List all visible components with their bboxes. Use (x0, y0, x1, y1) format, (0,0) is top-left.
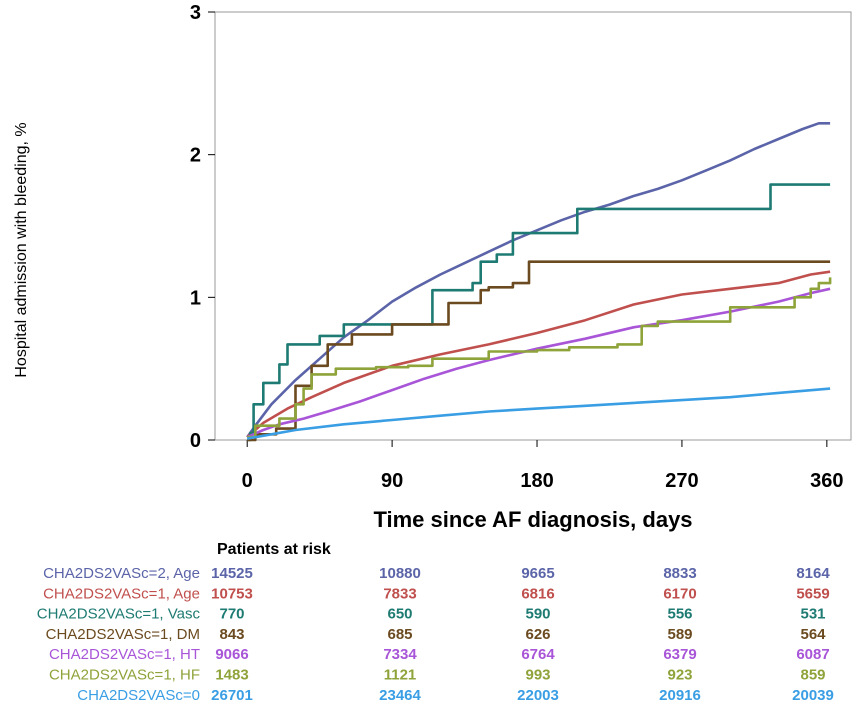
series-line-7 (246, 387, 831, 440)
risk-row-label: CHA2DS2VASc=1, Age (43, 585, 200, 602)
risk-row-label: CHA2DS2VASc=1, Vasc (37, 606, 201, 623)
x-axis-title: Time since AF diagnosis, days (373, 507, 692, 532)
risk-value: 859 (800, 667, 825, 684)
risk-value: 923 (667, 667, 692, 684)
x-axis: 0 90 180 270 360 (242, 440, 844, 492)
risk-value: 6170 (663, 585, 696, 602)
series-line-4 (247, 260, 831, 442)
risk-row-label: CHA2DS2VASc=2, Age (43, 565, 200, 582)
series-line-1 (246, 122, 831, 438)
risk-value: 770 (219, 606, 244, 623)
risk-value: 531 (800, 606, 825, 623)
y-tick-label: 2 (190, 145, 201, 167)
risk-row-label: CHA2DS2VASc=0 (77, 687, 200, 704)
x-tick-label: 0 (242, 470, 253, 492)
risk-value: 8164 (796, 565, 830, 582)
y-tick-label: 1 (190, 287, 201, 309)
plot-frame (214, 11, 852, 441)
series-layer (246, 122, 832, 442)
risk-value: 1483 (215, 667, 248, 684)
risk-value: 650 (387, 606, 412, 623)
series-line-5 (246, 287, 831, 439)
risk-value: 9665 (521, 565, 554, 582)
x-tick-label: 360 (810, 470, 843, 492)
risk-value: 556 (667, 606, 692, 623)
series-line-6 (247, 277, 832, 439)
risk-value: 6379 (663, 646, 696, 663)
risk-value: 23464 (379, 687, 421, 704)
risk-value: 22003 (517, 687, 559, 704)
y-axis-title: Hospital admission with bleeding, % (13, 122, 30, 377)
risk-value: 20039 (792, 687, 834, 704)
risk-value: 10880 (379, 565, 421, 582)
risk-value: 9066 (215, 646, 248, 663)
x-tick-label: 180 (520, 470, 553, 492)
risk-value: 20916 (659, 687, 701, 704)
risk-value: 626 (525, 626, 550, 643)
risk-value: 5659 (796, 585, 829, 602)
risk-value: 1121 (384, 667, 417, 684)
risk-value: 14525 (211, 565, 253, 582)
risk-row-label: CHA2DS2VASc=1, DM (46, 626, 200, 643)
risk-value: 8833 (663, 565, 696, 582)
risk-value: 590 (525, 606, 550, 623)
risk-value: 6764 (521, 646, 555, 663)
risk-value: 6087 (796, 646, 829, 663)
risk-value: 26701 (211, 687, 253, 704)
risk-row-label: CHA2DS2VASc=1, HF (49, 667, 200, 684)
risk-value: 6816 (521, 585, 554, 602)
risk-row-label: CHA2DS2VASc=1, HT (49, 646, 200, 663)
x-tick-label: 270 (665, 470, 698, 492)
risk-value: 843 (219, 626, 244, 643)
risk-value: 589 (667, 626, 692, 643)
risk-value: 10753 (211, 585, 253, 602)
series-line-2 (246, 270, 831, 439)
series-line-3 (247, 183, 831, 442)
risk-table-title: Patients at risk (217, 541, 331, 558)
risk-value: 564 (800, 626, 826, 643)
risk-value: 7334 (383, 646, 417, 663)
x-tick-label: 90 (381, 470, 403, 492)
risk-table: CHA2DS2VASc=2, Age 14525 10880 9665 8833 8164… (37, 565, 834, 704)
y-tick-label: 3 (190, 2, 201, 24)
risk-value: 993 (525, 667, 550, 684)
y-axis: 0 1 2 3 (190, 2, 215, 452)
risk-value: 7833 (383, 585, 416, 602)
risk-value: 685 (387, 626, 412, 643)
y-tick-label: 0 (190, 430, 201, 452)
